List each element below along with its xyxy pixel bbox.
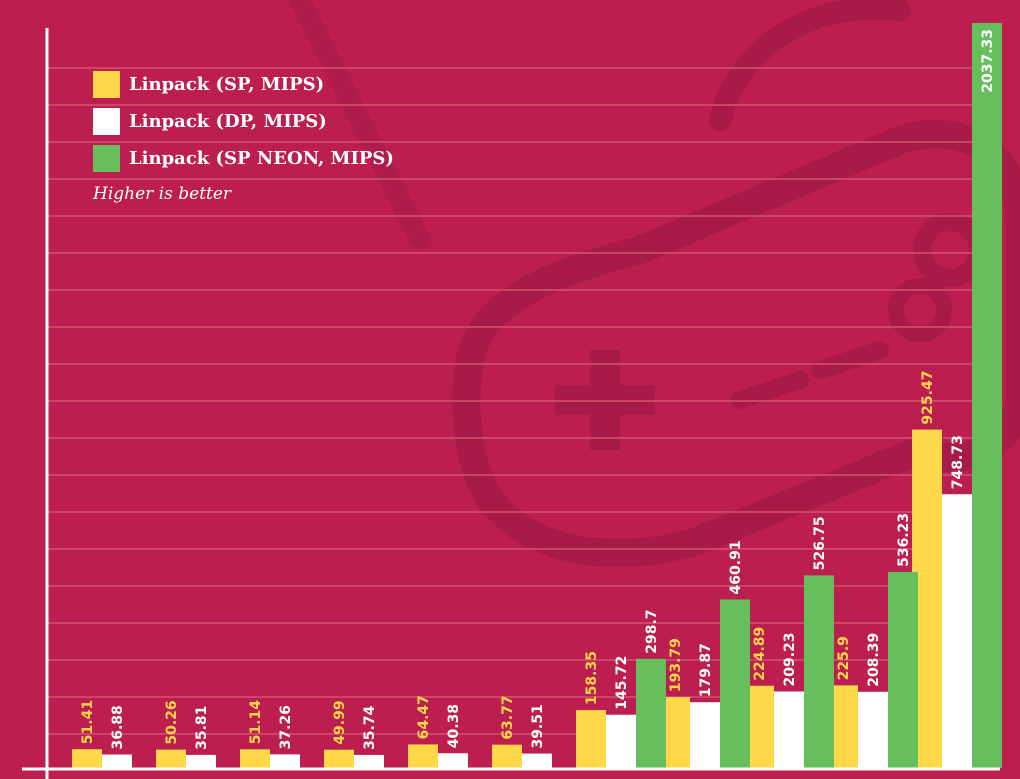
bars <box>72 23 1002 768</box>
value-label-series1-group9: 208.39 <box>866 633 882 687</box>
legend-label-dp: Linpack (DP, MIPS) <box>129 110 327 132</box>
value-label-series1-group8: 209.23 <box>782 632 798 686</box>
bar-series0-group2 <box>240 749 270 768</box>
bar-series0-group6 <box>576 710 606 768</box>
value-label-series0-group6: 158.35 <box>584 651 600 705</box>
bar-series2-group6 <box>636 658 666 768</box>
value-label-series1-group2: 37.26 <box>278 705 294 749</box>
value-label-series1-group3: 35.74 <box>362 705 378 750</box>
value-label-series0-group5: 63.77 <box>500 695 516 739</box>
value-label-series2-group6: 298.7 <box>644 609 660 653</box>
bar-series1-group9 <box>858 691 888 768</box>
value-label-series0-group10: 925.47 <box>920 371 936 425</box>
bar-series0-group4 <box>408 744 438 768</box>
legend: Linpack (SP, MIPS) Linpack (DP, MIPS) Li… <box>93 70 394 181</box>
bar-series0-group0 <box>72 749 102 768</box>
bar-series1-group7 <box>690 702 720 768</box>
data-labels: 51.41 50.26 51.14 49.99 64.47 63.77 158.35 193.… <box>80 29 996 750</box>
value-label-series2-group7: 460.91 <box>728 540 744 594</box>
value-label-series0-group3: 49.99 <box>332 700 348 744</box>
value-label-series0-group8: 224.89 <box>752 627 768 681</box>
bar-series2-group10 <box>972 23 1002 768</box>
bar-series1-group10 <box>942 494 972 768</box>
bar-series0-group3 <box>324 749 354 768</box>
bar-series1-group4 <box>438 753 468 768</box>
bar-series1-group3 <box>354 754 384 768</box>
legend-swatch-neon <box>93 144 120 172</box>
value-label-series1-group5: 39.51 <box>530 704 546 748</box>
value-label-series0-group9: 225.9 <box>836 636 852 680</box>
legend-item-sp: Linpack (SP, MIPS) <box>93 70 394 98</box>
legend-label-sp: Linpack (SP, MIPS) <box>129 73 325 95</box>
bar-series2-group8 <box>804 575 834 768</box>
gridlines <box>48 67 995 735</box>
bar-series1-group6 <box>606 714 636 768</box>
value-label-series2-group10: 2037.33 <box>980 29 996 93</box>
value-label-series0-group7: 193.79 <box>668 638 684 692</box>
chart-note: Higher is better <box>93 184 232 204</box>
value-label-series1-group7: 179.87 <box>698 643 714 697</box>
value-label-series1-group6: 145.72 <box>614 656 630 710</box>
bar-series1-group0 <box>102 754 132 768</box>
bar-series2-group7 <box>720 599 750 768</box>
bar-series1-group5 <box>522 753 552 768</box>
legend-swatch-dp <box>93 107 120 135</box>
legend-item-dp: Linpack (DP, MIPS) <box>93 107 394 135</box>
legend-swatch-sp <box>93 70 120 98</box>
legend-item-neon: Linpack (SP NEON, MIPS) <box>93 144 394 172</box>
value-label-series1-group1: 35.81 <box>194 706 210 750</box>
value-label-series2-group8: 526.75 <box>812 516 828 570</box>
bar-series0-group5 <box>492 744 522 768</box>
value-label-series1-group0: 36.88 <box>110 705 126 749</box>
bar-series1-group8 <box>774 691 804 768</box>
legend-label-neon: Linpack (SP NEON, MIPS) <box>129 147 394 169</box>
bar-series2-group9 <box>888 571 918 768</box>
bar-series0-group1 <box>156 749 186 768</box>
value-label-series0-group4: 64.47 <box>416 695 432 739</box>
value-label-series2-group9: 536.23 <box>896 513 912 567</box>
value-label-series0-group2: 51.14 <box>248 700 264 745</box>
value-label-series1-group4: 40.38 <box>446 704 462 748</box>
bar-series1-group1 <box>186 754 216 768</box>
value-label-series1-group10: 748.73 <box>950 435 966 489</box>
value-label-series0-group1: 50.26 <box>164 700 180 744</box>
value-label-series0-group0: 51.41 <box>80 700 96 744</box>
bar-series1-group2 <box>270 754 300 768</box>
